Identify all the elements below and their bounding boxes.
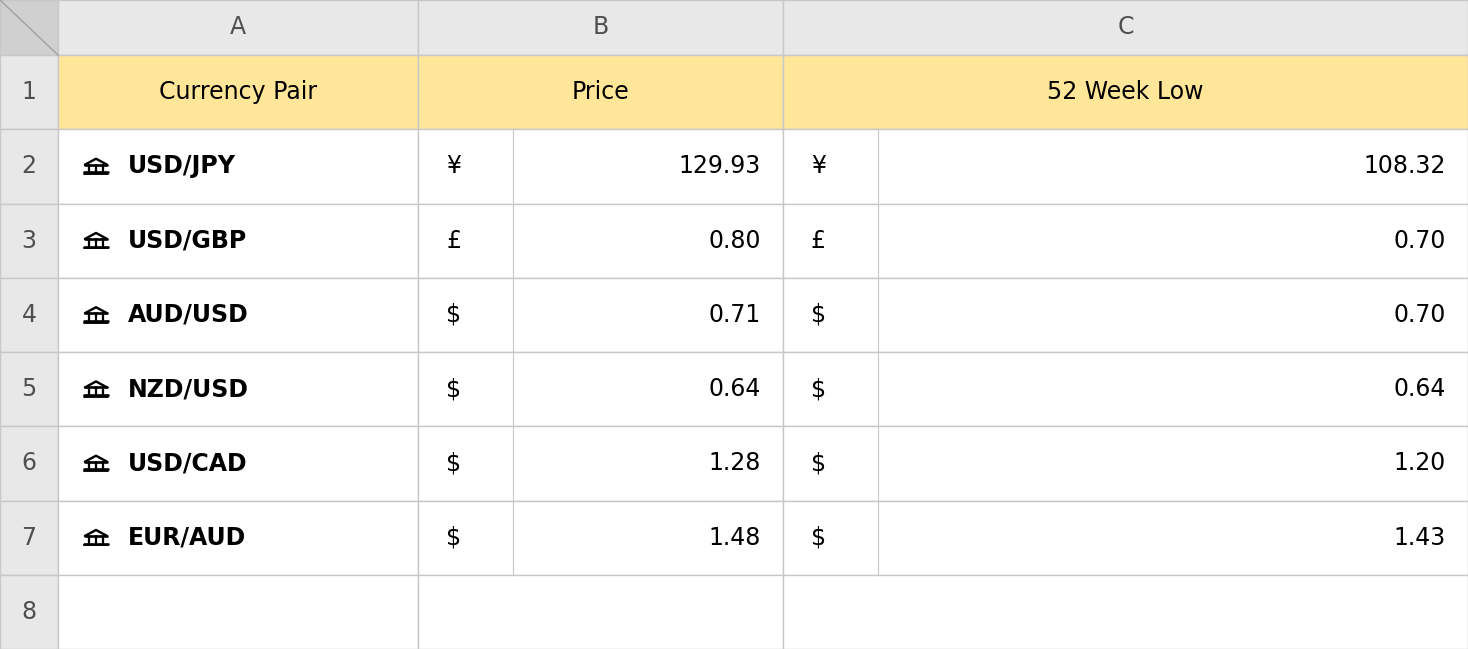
Text: 2: 2 <box>22 154 37 178</box>
Bar <box>418 204 782 278</box>
Bar <box>59 0 418 55</box>
Text: USD/JPY: USD/JPY <box>128 154 236 178</box>
Text: AUD/USD: AUD/USD <box>128 303 248 327</box>
Bar <box>418 278 782 352</box>
Text: A: A <box>230 16 247 40</box>
Bar <box>59 278 418 352</box>
Bar <box>59 204 418 278</box>
Text: $: $ <box>810 303 826 327</box>
Text: $: $ <box>810 451 826 475</box>
Bar <box>782 129 1468 204</box>
Text: USD/CAD: USD/CAD <box>128 451 248 475</box>
Text: Price: Price <box>571 80 630 104</box>
Text: $: $ <box>810 526 826 550</box>
Text: 0.64: 0.64 <box>709 377 760 401</box>
Bar <box>0 500 59 575</box>
Text: 1.48: 1.48 <box>709 526 760 550</box>
Text: 108.32: 108.32 <box>1364 154 1446 178</box>
Text: 8: 8 <box>22 600 37 624</box>
Bar <box>418 426 782 500</box>
Bar <box>59 352 418 426</box>
Text: 6: 6 <box>22 451 37 475</box>
Bar <box>782 352 1468 426</box>
Text: ¥: ¥ <box>810 154 826 178</box>
Bar <box>0 352 59 426</box>
Bar <box>418 129 782 204</box>
Text: C: C <box>1117 16 1133 40</box>
Text: ¥: ¥ <box>446 154 461 178</box>
Bar <box>0 0 59 55</box>
Text: 0.64: 0.64 <box>1393 377 1446 401</box>
Text: 3: 3 <box>22 228 37 252</box>
Text: 4: 4 <box>22 303 37 327</box>
Bar <box>782 278 1468 352</box>
Text: 52 Week Low: 52 Week Low <box>1047 80 1204 104</box>
Text: Currency Pair: Currency Pair <box>159 80 317 104</box>
Text: £: £ <box>446 228 461 252</box>
Bar <box>782 204 1468 278</box>
Bar <box>0 575 59 649</box>
Text: 0.70: 0.70 <box>1393 228 1446 252</box>
Bar <box>782 0 1468 55</box>
Text: NZD/USD: NZD/USD <box>128 377 250 401</box>
Bar <box>782 575 1468 649</box>
Text: 1.20: 1.20 <box>1393 451 1446 475</box>
Text: 1.43: 1.43 <box>1393 526 1446 550</box>
Bar <box>59 500 418 575</box>
Text: 5: 5 <box>22 377 37 401</box>
Text: $: $ <box>446 377 461 401</box>
Text: EUR/AUD: EUR/AUD <box>128 526 247 550</box>
Bar <box>782 426 1468 500</box>
Bar <box>59 55 418 129</box>
Bar <box>418 500 782 575</box>
Text: $: $ <box>810 377 826 401</box>
Bar <box>418 55 782 129</box>
Bar <box>59 129 418 204</box>
Bar <box>782 500 1468 575</box>
Bar <box>59 426 418 500</box>
Text: $: $ <box>446 451 461 475</box>
Bar <box>782 55 1468 129</box>
Text: $: $ <box>446 526 461 550</box>
Text: 0.80: 0.80 <box>709 228 760 252</box>
Bar <box>0 55 59 129</box>
Text: B: B <box>593 16 609 40</box>
Bar <box>0 426 59 500</box>
Bar <box>0 129 59 204</box>
Bar <box>418 0 782 55</box>
Bar <box>0 204 59 278</box>
Bar <box>418 575 782 649</box>
Text: $: $ <box>446 303 461 327</box>
Text: 1.28: 1.28 <box>709 451 760 475</box>
Bar <box>418 352 782 426</box>
Text: 7: 7 <box>22 526 37 550</box>
Text: 129.93: 129.93 <box>678 154 760 178</box>
Text: USD/GBP: USD/GBP <box>128 228 247 252</box>
Text: 0.71: 0.71 <box>709 303 760 327</box>
Text: 0.70: 0.70 <box>1393 303 1446 327</box>
Text: £: £ <box>810 228 826 252</box>
Bar <box>0 278 59 352</box>
Text: 1: 1 <box>22 80 37 104</box>
Bar <box>59 575 418 649</box>
